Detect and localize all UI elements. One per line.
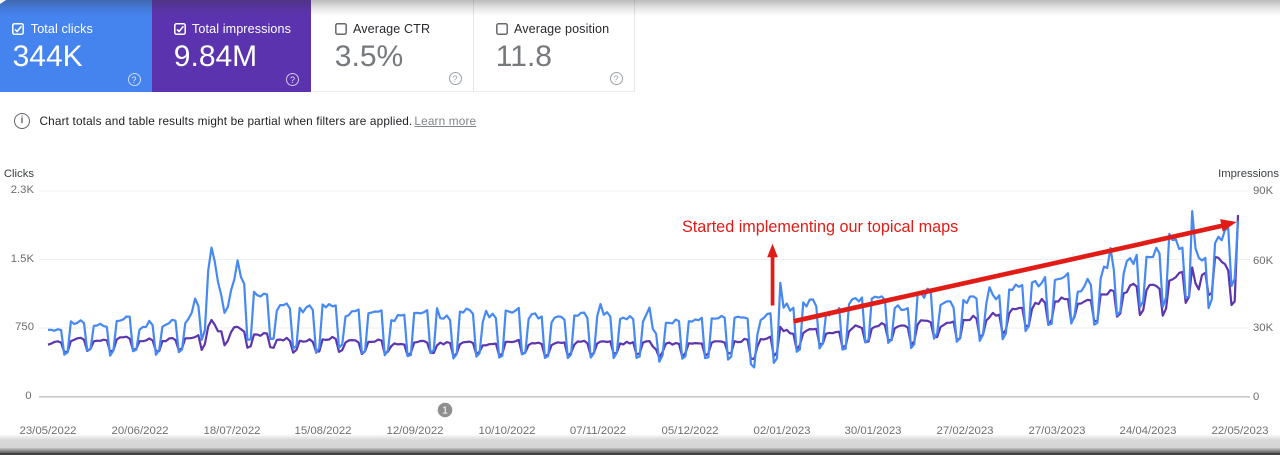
svg-text:1: 1 [442,405,448,417]
